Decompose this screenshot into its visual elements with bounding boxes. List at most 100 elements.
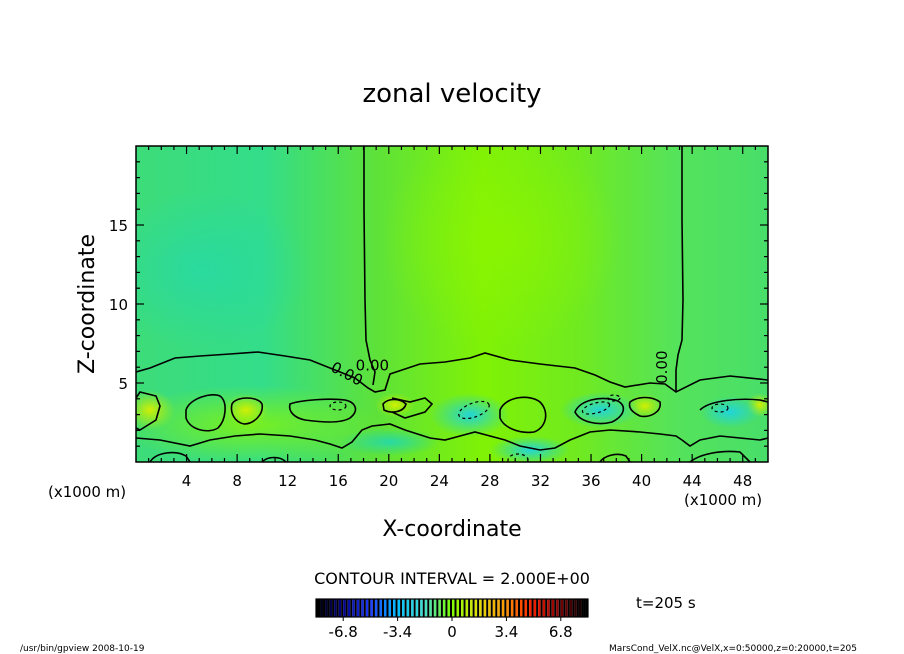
colorbar-gap [563,599,566,617]
colorbar-gap [413,599,416,617]
contour-line [382,398,407,413]
colorbar-gap [350,599,353,617]
contour-line [391,397,434,419]
colorbar-gap [536,599,539,617]
colorbar-segment [520,599,523,617]
colorbar-gap [418,599,421,617]
colorbar-gap [558,599,561,617]
colorbar-gap [368,599,371,617]
colorbar-segment [506,599,509,617]
colorbar-gap [436,599,439,617]
x-unit-label-right: (x1000 m) [684,491,762,509]
colorbar-segment [501,599,505,617]
colorbar-segment [438,599,441,617]
x-tick-label: 28 [480,472,499,490]
field-blob [136,385,380,462]
colorbar-ticks: -6.8 -3.4 0 3.4 6.8 [329,617,573,641]
x-tick-label: 40 [632,472,651,490]
field-blob [136,390,175,430]
colorbar-gap [454,599,457,617]
colorbar-segment [479,599,482,617]
colorbar-segment [325,599,328,617]
x-tick-label: 24 [430,472,449,490]
contour-line [288,398,357,423]
colorbar-gap [522,599,525,617]
y-axis-ticks: 5 10 15 [109,161,768,447]
colorbar-segment [483,599,487,617]
x-tick-label: 8 [232,472,242,490]
contour-line [675,146,684,392]
colorbar-gap [323,599,326,617]
field-blob [136,190,310,350]
colorbar-segment [338,599,342,617]
colorbar-gap [585,599,588,617]
colorbar-segment [365,599,369,617]
plot-area [136,146,768,462]
field-blob [430,393,510,437]
contour-interval-text: CONTOUR INTERVAL = 2.000E+00 [314,569,590,588]
colorbar-gap [495,599,498,617]
contour-lines [136,146,768,462]
colorbar-tick-label: -6.8 [329,623,358,641]
colorbar-segment [356,599,360,617]
time-label: t=205 s [636,594,696,612]
colorbar-segment [343,599,346,617]
colorbar-segment [329,599,333,617]
colorbar-segment [433,599,437,617]
colorbar-gap [472,599,475,617]
x-tick-label: 48 [733,472,752,490]
colorbar-segment [456,599,460,617]
contour-line [136,423,768,451]
negative-contour [329,401,347,411]
colorbar-segment [497,599,500,617]
colorbar-gap [504,599,507,617]
colorbar-gap [540,599,543,617]
colorbar-tick-label: -3.4 [383,623,412,641]
colorbar-gap [549,599,552,617]
x-tick-label: 16 [329,472,348,490]
colorbar-gap [327,599,330,617]
x-axis-label: X-coordinate [382,517,521,542]
colorbar-gap [567,599,570,617]
field-blob [380,146,620,350]
colorbar-gap [318,599,321,617]
y-tick-label: 5 [118,375,128,393]
colorbar-gap [449,599,452,617]
y-tick-label: 15 [109,217,128,235]
colorbar-gap [445,599,448,617]
footer-right: MarsCond_VelX.nc@VelX,x=0:50000,z=0:2000… [609,644,857,654]
contour-line [628,396,661,418]
colorbar-gap [459,599,462,617]
colorbar-segment [447,599,450,617]
colorbar-segment [347,599,351,617]
colorbar-gap [545,599,548,617]
colorbar-segment [370,599,373,617]
colorbar-gap [440,599,443,617]
colorbar-gap [332,599,335,617]
colorbar-segment [334,599,337,617]
field-blob [560,392,640,428]
colorbar-segment [415,599,419,617]
colorbar-gap [427,599,430,617]
contour-line [230,397,264,425]
y-tick-label: 10 [109,296,128,314]
contour-label: 0.00 [356,356,389,374]
colorbar-gap [531,599,534,617]
negative-contour [711,403,729,413]
contour-label: 0.00 [653,350,671,383]
negative-contour [581,401,611,415]
colorbar-gap [404,599,407,617]
colorbar-gap [363,599,366,617]
colorbar-segment [510,599,514,617]
colorbar-segment [551,599,555,617]
colorbar-gap [431,599,434,617]
colorbar-gap [463,599,466,617]
colorbar-gap [576,599,579,617]
contour-line [689,450,751,462]
colorbar-segment [379,599,382,617]
colorbar-gap [477,599,480,617]
colorbar-gap [377,599,380,617]
colorbar-segment [461,599,464,617]
colorbar-segment [560,599,564,617]
colorbar-gap [409,599,412,617]
